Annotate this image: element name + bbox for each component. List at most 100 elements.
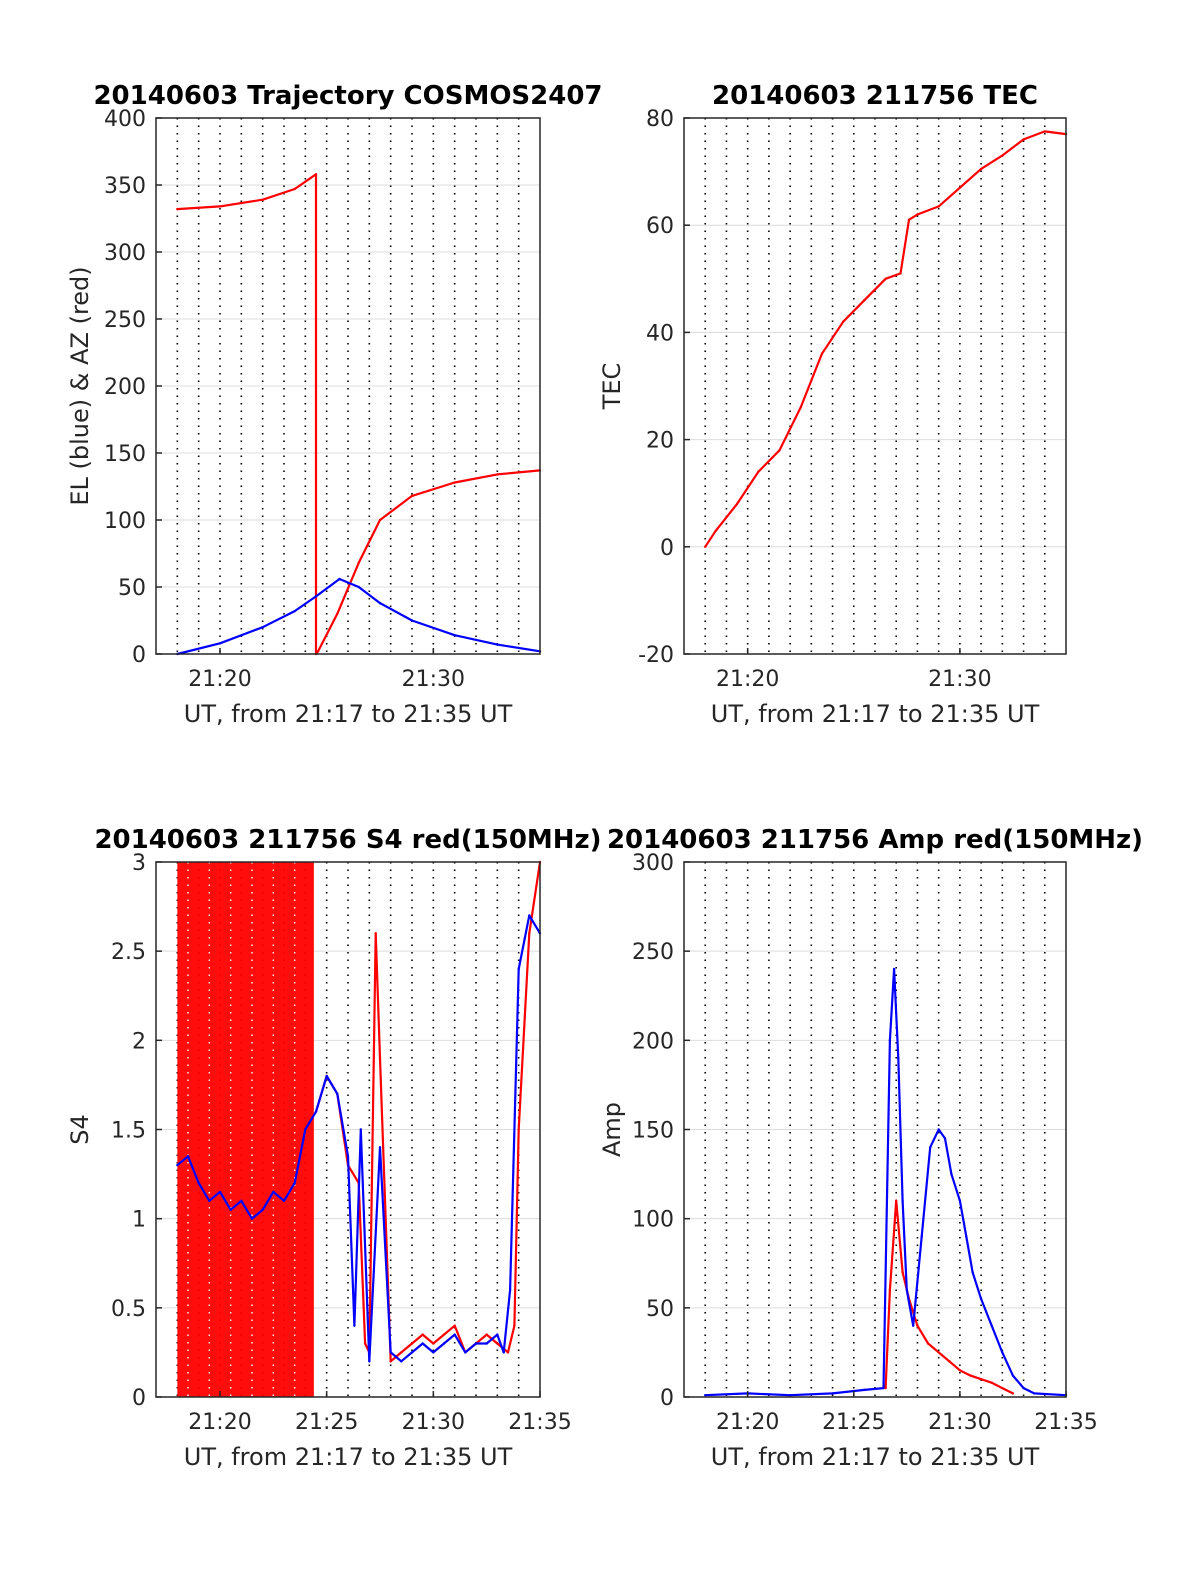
data-point-blue bbox=[937, 1128, 940, 1131]
y-tick-label: 100 bbox=[632, 1208, 674, 1233]
data-point-blue bbox=[293, 609, 296, 613]
data-point-red bbox=[820, 352, 824, 356]
data-point-blue bbox=[517, 967, 520, 971]
data-point-blue bbox=[346, 1155, 350, 1158]
data-point-blue bbox=[905, 1288, 909, 1292]
data-point-red bbox=[389, 1360, 392, 1363]
data-point-red bbox=[453, 1324, 456, 1327]
data-point-red bbox=[735, 502, 739, 506]
y-tick-label: 3 bbox=[132, 851, 146, 876]
data-point-red bbox=[374, 932, 377, 935]
data-point-blue bbox=[464, 1351, 467, 1354]
chart-title: 20140603 211756 Amp red(150MHz) bbox=[607, 825, 1143, 855]
data-point-blue bbox=[474, 1342, 478, 1345]
chart-title: 20140603 211756 TEC bbox=[712, 81, 1038, 111]
data-point-red bbox=[901, 1270, 904, 1274]
y-tick-label: 20 bbox=[646, 429, 674, 454]
series-line-red bbox=[704, 130, 1067, 548]
data-point-red bbox=[895, 1199, 898, 1203]
x-tick-label: 21:30 bbox=[402, 667, 465, 692]
y-tick-label: 0 bbox=[660, 536, 674, 561]
data-point-blue bbox=[508, 1288, 512, 1292]
data-point-blue bbox=[442, 1342, 446, 1345]
data-point-red bbox=[1011, 1392, 1015, 1395]
y-tick-label: 0 bbox=[660, 1386, 674, 1411]
data-point-red bbox=[916, 1324, 919, 1327]
x-tick-label: 21:20 bbox=[716, 667, 779, 692]
y-axis-label: EL (blue) & AZ (red) bbox=[66, 266, 94, 505]
data-point-red bbox=[378, 518, 382, 522]
data-point-blue bbox=[250, 1217, 254, 1220]
data-point-blue bbox=[218, 1190, 222, 1194]
panel-amp: 0 50 100 150 200 250 300 21:20 21:25 21:30 21:35 20… bbox=[598, 825, 1143, 1471]
x-axis-label: UT, from 21:17 to 21:35 UT bbox=[184, 700, 513, 728]
data-point-red bbox=[979, 167, 983, 171]
data-point-red bbox=[799, 406, 802, 409]
data-point-blue bbox=[965, 1235, 968, 1238]
data-point-blue bbox=[928, 1146, 932, 1149]
data-point-red bbox=[714, 529, 718, 532]
data-point-blue bbox=[261, 626, 264, 629]
data-point-red bbox=[496, 1342, 499, 1345]
data-point-blue bbox=[882, 1386, 885, 1390]
data-point-blue bbox=[368, 1360, 371, 1363]
data-point-red bbox=[410, 1342, 414, 1345]
chart-title: 20140603 211756 S4 red(150MHz) bbox=[94, 825, 601, 855]
y-axis-label: Amp bbox=[598, 1102, 626, 1157]
data-point-red bbox=[176, 207, 179, 211]
data-point-blue bbox=[485, 1342, 488, 1345]
data-point-blue bbox=[218, 642, 222, 645]
data-point-blue bbox=[304, 1128, 307, 1131]
data-point-red bbox=[1001, 154, 1004, 157]
data-point-red bbox=[969, 1374, 972, 1377]
data-point-blue bbox=[888, 1039, 892, 1042]
data-point-blue bbox=[314, 1110, 318, 1113]
data-point-blue bbox=[901, 1199, 904, 1203]
data-point-blue bbox=[979, 1297, 983, 1301]
data-point-red bbox=[899, 272, 902, 275]
data-point-red bbox=[926, 1342, 930, 1345]
x-axis-label: UT, from 21:17 to 21:35 UT bbox=[711, 700, 1040, 728]
plot-area bbox=[684, 118, 1066, 654]
data-point-red bbox=[958, 186, 962, 189]
data-point-red bbox=[937, 1351, 940, 1354]
data-point-blue bbox=[1001, 1351, 1004, 1354]
data-point-red bbox=[410, 494, 414, 498]
data-point-blue bbox=[897, 1056, 900, 1060]
y-tick-label: 60 bbox=[646, 214, 674, 239]
x-tick-label: 21:30 bbox=[928, 1410, 991, 1435]
y-tick-label: 0.5 bbox=[111, 1297, 146, 1322]
x-axis-label: UT, from 21:17 to 21:35 UT bbox=[184, 1443, 513, 1471]
data-point-red bbox=[293, 187, 296, 191]
data-point-red bbox=[485, 1333, 488, 1336]
data-point-blue bbox=[272, 1190, 275, 1194]
data-point-blue bbox=[920, 1235, 923, 1238]
data-point-red bbox=[841, 320, 845, 323]
data-point-blue bbox=[863, 1388, 866, 1392]
data-point-red bbox=[704, 545, 707, 548]
s4-red-band bbox=[177, 862, 314, 1397]
panel-trajectory: 0 50 100 150 200 250 300 350 400 21:20 21:30 201406… bbox=[66, 81, 603, 728]
x-axis-label: UT, from 21:17 to 21:35 UT bbox=[711, 1443, 1040, 1471]
data-point-blue bbox=[950, 1172, 953, 1176]
y-tick-label: 0 bbox=[132, 1386, 146, 1411]
x-tick-label: 21:20 bbox=[188, 1410, 251, 1435]
y-axis-label: S4 bbox=[66, 1114, 94, 1145]
series-line-blue bbox=[177, 577, 541, 656]
data-point-red bbox=[496, 473, 499, 476]
data-point-red bbox=[778, 449, 781, 452]
data-point-blue bbox=[293, 1181, 296, 1185]
data-point-blue bbox=[912, 1324, 915, 1327]
data-point-blue bbox=[1011, 1374, 1015, 1377]
data-point-red bbox=[1022, 138, 1025, 141]
y-tick-label: 350 bbox=[104, 174, 146, 199]
data-point-red bbox=[757, 470, 760, 473]
y-tick-label: 50 bbox=[646, 1297, 674, 1322]
data-point-red bbox=[1043, 130, 1046, 133]
data-point-blue bbox=[421, 1342, 424, 1345]
data-point-blue bbox=[240, 1199, 243, 1203]
y-tick-label: 400 bbox=[104, 107, 146, 132]
y-tick-label: 300 bbox=[632, 851, 674, 876]
data-point-red bbox=[218, 205, 222, 208]
